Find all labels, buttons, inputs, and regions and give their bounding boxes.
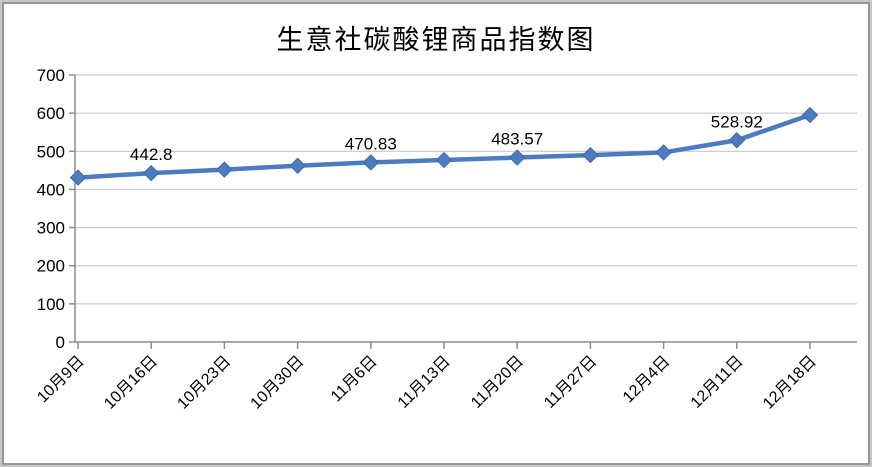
y-tick-label: 100 [37, 295, 65, 314]
y-tick-label: 300 [37, 219, 65, 238]
x-tick-label: 10月30日 [248, 353, 308, 413]
y-tick-label: 500 [37, 142, 65, 161]
data-point-marker [142, 164, 160, 182]
data-point-label: 528.92 [711, 112, 763, 131]
data-point-marker [362, 154, 380, 171]
y-tick-label: 0 [56, 333, 65, 352]
x-tick-label: 10月23日 [174, 353, 234, 413]
x-tick-label: 11月13日 [395, 353, 454, 412]
x-tick-label: 12月11日 [688, 353, 747, 412]
data-point-label: 442.8 [130, 145, 173, 164]
data-point-labels: 442.8 470.83 483.57 528.92 [130, 112, 763, 164]
x-tick-label: 12月4日 [620, 353, 674, 407]
x-axis-labels: 10月9日 10月16日 10月23日 10月30日 11月6日 11月13日 11月20日… [34, 353, 820, 413]
x-tick-label: 10月16日 [101, 353, 161, 413]
x-tick-label: 11月27日 [541, 353, 600, 412]
chart-title: 生意社碳酸锂商品指数图 [276, 25, 596, 56]
data-point-marker [655, 144, 672, 161]
y-tick-label: 600 [37, 104, 65, 123]
x-tick-label: 11月20日 [468, 353, 527, 412]
y-tick-label: 700 [37, 66, 65, 85]
data-point-label: 470.83 [345, 134, 397, 153]
data-point-marker [69, 169, 87, 186]
y-axis-tick-marks [69, 74, 75, 343]
x-axis-tick-marks [77, 342, 811, 349]
data-point-marker [216, 161, 233, 178]
data-point-marker [582, 146, 599, 164]
data-point-markers [69, 106, 819, 186]
y-tick-label: 400 [37, 180, 65, 199]
gridlines [75, 74, 857, 305]
x-tick-label: 10月9日 [34, 353, 88, 407]
data-point-marker [508, 149, 526, 166]
data-point-marker [435, 151, 453, 169]
y-tick-label: 200 [37, 257, 65, 276]
x-tick-label: 12月18日 [760, 353, 820, 413]
y-axis-labels: 0 100 200 300 400 500 600 700 [37, 66, 65, 352]
data-point-marker [728, 132, 746, 149]
data-point-marker [289, 157, 306, 174]
data-point-marker [801, 106, 819, 124]
x-tick-label: 11月6日 [328, 353, 381, 406]
data-point-label: 483.57 [491, 130, 543, 149]
